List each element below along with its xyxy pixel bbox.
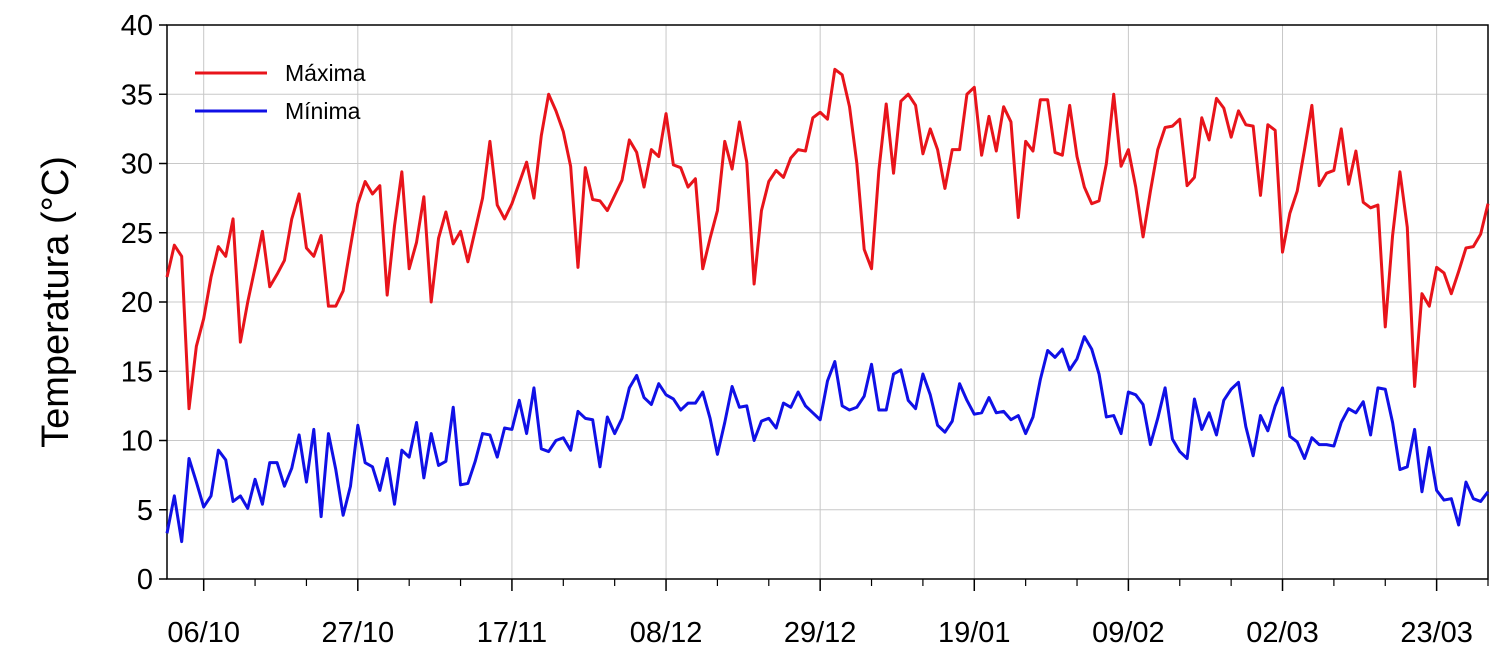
x-tick-label: 23/03	[1400, 617, 1473, 649]
y-axis-label: Temperatura (°C)	[35, 156, 77, 448]
y-tick-label: 5	[137, 495, 153, 527]
series-line	[165, 67, 1490, 411]
x-tick-label: 02/03	[1246, 617, 1319, 649]
y-tick-label: 15	[121, 356, 153, 388]
x-tick-label: 17/11	[477, 617, 547, 649]
x-tick-label: 06/10	[167, 617, 240, 649]
x-tick-label: 08/12	[630, 617, 703, 649]
y-tick-label: 30	[121, 149, 153, 181]
x-tick-label: 29/12	[784, 617, 857, 649]
y-tick-label: 40	[121, 10, 153, 42]
y-tick-label: 20	[121, 287, 153, 319]
legend-label: Máxima	[285, 60, 366, 86]
y-tick-label: 0	[137, 564, 153, 596]
legend-label: Mínima	[285, 98, 361, 124]
x-tick-label: 19/01	[938, 617, 1011, 649]
x-tick-label: 27/10	[322, 617, 395, 649]
plot-frame	[166, 24, 1489, 580]
series-line	[165, 335, 1490, 544]
y-tick-label: 35	[121, 79, 153, 111]
y-tick-label: 25	[121, 218, 153, 250]
x-tick-label: 09/02	[1092, 617, 1165, 649]
y-tick-label: 10	[121, 426, 153, 458]
